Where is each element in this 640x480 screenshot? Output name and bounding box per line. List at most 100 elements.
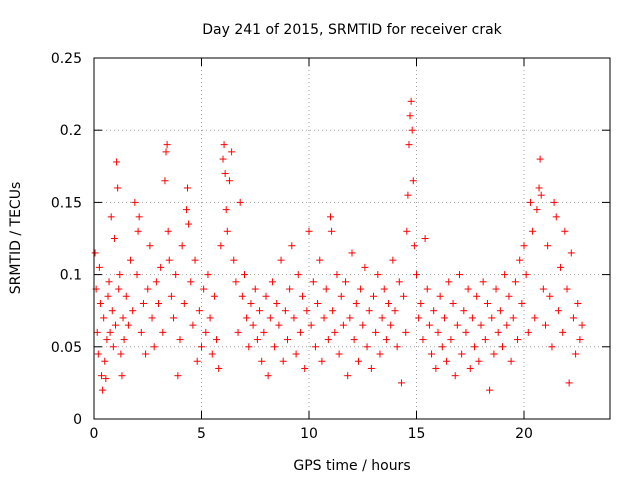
data-point	[548, 343, 556, 351]
data-point	[117, 350, 125, 358]
data-point	[531, 314, 539, 322]
data-point	[436, 292, 444, 300]
data-point	[361, 263, 369, 271]
data-point	[438, 343, 446, 351]
data-point	[288, 242, 296, 250]
data-point	[245, 343, 253, 351]
data-point	[115, 285, 123, 293]
data-point	[557, 263, 565, 271]
data-point	[301, 364, 309, 372]
data-point	[109, 343, 117, 351]
data-point	[124, 321, 132, 329]
data-point	[187, 278, 195, 286]
data-point	[91, 249, 99, 257]
data-point	[139, 299, 147, 307]
data-point	[451, 372, 459, 380]
data-point	[378, 314, 386, 322]
data-point	[206, 314, 214, 322]
data-point	[100, 314, 108, 322]
data-point	[445, 278, 453, 286]
data-point	[172, 271, 180, 279]
data-point	[120, 336, 128, 344]
data-point	[428, 350, 436, 358]
data-point	[268, 278, 276, 286]
data-point	[576, 336, 584, 344]
data-point	[352, 299, 360, 307]
data-point	[554, 307, 562, 315]
x-tick-label: 20	[515, 426, 533, 442]
plot-frame	[93, 57, 611, 420]
data-point	[406, 112, 414, 120]
data-point	[524, 328, 532, 336]
data-point	[258, 357, 266, 365]
y-tick-label: 0.25	[51, 51, 82, 67]
data-point	[277, 256, 285, 264]
data-point	[152, 278, 160, 286]
data-point	[193, 357, 201, 365]
grid-lines	[94, 58, 610, 419]
data-point	[578, 321, 586, 329]
data-point	[164, 227, 172, 235]
tick-labels: 0 0.05 0.1 0.15 0.2 0.25 0 5 10 15 20	[51, 51, 533, 442]
data-point	[432, 364, 440, 372]
data-point	[481, 336, 489, 344]
data-point	[477, 321, 485, 329]
data-point	[150, 343, 158, 351]
data-point	[256, 307, 264, 315]
data-point	[505, 292, 513, 300]
data-point	[464, 285, 472, 293]
data-point	[391, 307, 399, 315]
data-point	[434, 328, 442, 336]
data-point	[182, 206, 190, 214]
data-point	[320, 314, 328, 322]
data-point	[311, 343, 319, 351]
data-point	[348, 249, 356, 257]
data-point	[342, 278, 350, 286]
data-point	[110, 235, 118, 242]
data-point	[221, 170, 229, 178]
data-point	[178, 242, 186, 250]
data-points	[91, 97, 586, 394]
data-point	[122, 292, 130, 300]
data-point	[198, 343, 205, 351]
data-point	[324, 336, 332, 344]
data-point	[322, 285, 330, 293]
data-point	[318, 357, 326, 365]
data-point	[572, 350, 580, 358]
data-point	[567, 249, 575, 257]
data-point	[184, 184, 192, 192]
data-point	[552, 213, 560, 221]
data-point	[292, 350, 300, 358]
data-point	[382, 336, 390, 344]
data-point	[213, 336, 221, 344]
data-point	[296, 328, 304, 336]
data-point	[496, 307, 504, 315]
data-point	[520, 242, 528, 250]
y-tick-label: 0	[73, 412, 82, 428]
y-tick-label: 0.05	[51, 340, 82, 356]
data-point	[395, 278, 403, 286]
data-point	[546, 292, 554, 300]
data-point	[230, 256, 238, 264]
data-point	[303, 307, 311, 315]
axis-ticks	[93, 57, 610, 420]
data-point	[107, 213, 115, 221]
data-point	[516, 256, 524, 264]
data-point	[403, 227, 411, 235]
data-point	[370, 292, 377, 300]
data-point	[137, 328, 145, 336]
data-point	[95, 263, 103, 271]
data-point	[565, 379, 573, 387]
data-point	[200, 285, 208, 293]
data-point	[460, 307, 468, 315]
data-point	[185, 220, 193, 228]
data-point	[415, 314, 423, 322]
data-point	[475, 357, 483, 365]
data-point	[376, 350, 384, 358]
data-point	[155, 299, 162, 307]
data-point	[561, 227, 569, 235]
data-point	[299, 292, 307, 300]
data-point	[374, 271, 382, 279]
data-point	[271, 343, 279, 351]
data-point	[94, 350, 102, 358]
